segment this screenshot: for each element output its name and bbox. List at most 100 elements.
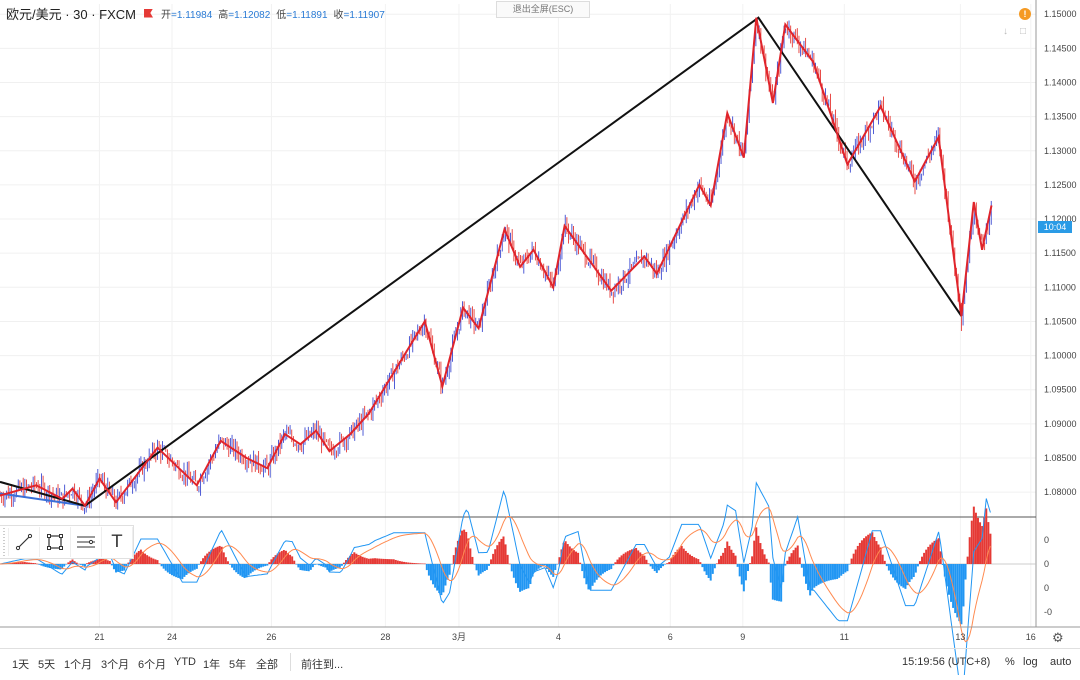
range-5y-button[interactable]: 5年 — [229, 659, 247, 671]
macd-histogram-bar — [218, 545, 221, 564]
symbol-label[interactable]: 欧元/美元 · 30 · FXCM — [6, 6, 137, 22]
arrow-down-icon[interactable]: ↓ — [1003, 26, 1008, 37]
macd-histogram-bar — [299, 564, 302, 571]
range-all-button[interactable]: 全部 — [256, 659, 278, 671]
auto-toggle[interactable]: auto — [1050, 656, 1072, 668]
macd-histogram-bar — [48, 564, 51, 568]
macd-histogram-bar — [776, 564, 778, 601]
macd-histogram-bar — [479, 564, 482, 574]
macd-histogram-bar — [575, 551, 578, 564]
macd-histogram-bar — [947, 564, 950, 595]
macd-histogram-bar — [608, 564, 611, 570]
macd-histogram-bar — [502, 536, 505, 564]
macd-histogram-bar — [715, 563, 718, 564]
macd-histogram-bar — [805, 564, 808, 584]
toolbar-grip[interactable] — [0, 528, 9, 556]
macd-histogram-bar — [543, 564, 546, 566]
macd-histogram-bar — [475, 564, 478, 571]
macd-histogram-bar — [226, 561, 229, 564]
macd-histogram-bar — [537, 564, 540, 569]
macd-histogram-bar — [115, 564, 118, 573]
macd-histogram-bar — [606, 564, 609, 572]
macd-histogram-bar — [253, 564, 256, 571]
macd-histogram-bar — [900, 564, 903, 587]
alert-icon[interactable]: ! — [1019, 8, 1031, 20]
macd-histogram-bar — [976, 517, 979, 564]
macd-histogram-bar — [305, 564, 308, 571]
range-1d-button[interactable]: 1天 — [12, 659, 30, 671]
macd-histogram-bar — [676, 549, 679, 564]
gear-icon[interactable]: ⚙ — [1052, 630, 1064, 645]
y-tick-label: 1.09000 — [1044, 419, 1077, 429]
macd-histogram-bar — [189, 564, 192, 572]
macd-histogram-bar — [342, 562, 345, 564]
macd-histogram-bar — [558, 557, 561, 564]
macd-histogram-bar — [150, 557, 153, 564]
macd-histogram-bar — [461, 530, 464, 564]
macd-histogram-bar — [148, 556, 151, 564]
macd-histogram-bar — [400, 561, 403, 564]
macd-histogram-bar — [780, 564, 783, 602]
macd-histogram-bar — [187, 564, 190, 574]
range-1m-button[interactable]: 1个月 — [64, 659, 93, 671]
y-tick-label: 1.15000 — [1044, 9, 1077, 19]
macd-histogram-bar — [979, 522, 982, 564]
range-ytd-button[interactable]: YTD — [174, 656, 196, 668]
y-tick-label: 1.09500 — [1044, 385, 1077, 395]
macd-histogram-bar — [738, 564, 741, 577]
macd-histogram-bar — [510, 564, 513, 572]
macd-histogram-bar — [135, 552, 138, 564]
macd-histogram-bar — [898, 564, 901, 585]
trend-line-icon[interactable] — [9, 527, 40, 557]
macd-histogram-bar — [210, 550, 213, 564]
macd-histogram-bar — [622, 553, 625, 564]
rectangle-icon[interactable] — [40, 527, 71, 557]
macd-histogram-bar — [601, 564, 604, 574]
macd-histogram-bar — [765, 558, 768, 564]
macd-histogram-bar — [322, 564, 325, 567]
macd-histogram-bar — [869, 533, 872, 564]
macd-histogram-bar — [270, 559, 273, 564]
macd-histogram-bar — [908, 564, 911, 582]
goto-date-button[interactable]: 前往到... — [301, 659, 344, 671]
macd-histogram-bar — [403, 561, 406, 564]
percent-toggle[interactable]: % — [1005, 656, 1015, 668]
macd-histogram-bar — [168, 564, 171, 574]
log-toggle[interactable]: log — [1023, 656, 1038, 668]
macd-histogram-bar — [427, 564, 430, 576]
range-3m-button[interactable]: 3个月 — [101, 659, 130, 671]
macd-histogram-bar — [369, 558, 372, 564]
macd-histogram-bar — [659, 564, 662, 569]
macd-histogram-bar — [610, 564, 613, 570]
range-5d-button[interactable]: 5天 — [38, 659, 56, 671]
fib-lines-icon[interactable] — [71, 527, 102, 557]
macd-histogram-bar — [409, 562, 412, 564]
range-1y-button[interactable]: 1年 — [203, 659, 221, 671]
macd-histogram-bar — [214, 547, 217, 564]
x-tick-label: 16 — [1026, 632, 1036, 642]
square-icon[interactable]: □ — [1020, 26, 1027, 37]
macd-histogram-bar — [788, 556, 791, 564]
macd-histogram-bar — [894, 564, 897, 581]
text-tool-icon[interactable]: T — [102, 527, 133, 557]
macd-histogram-bar — [297, 564, 300, 568]
range-6m-button[interactable]: 6个月 — [138, 659, 167, 671]
macd-histogram-bar — [141, 551, 144, 564]
macd-histogram-bar — [541, 564, 544, 567]
macd-histogram-bar — [651, 564, 654, 569]
macd-histogram-bar — [359, 555, 362, 564]
y-tick-label: 1.11500 — [1044, 248, 1076, 258]
macd-histogram-bar — [643, 555, 646, 564]
macd-histogram-bar — [442, 564, 445, 593]
exit-fullscreen-button[interactable]: 退出全屏(ESC) — [496, 1, 590, 18]
macd-histogram-bar — [378, 558, 381, 564]
macd-histogram-bar — [904, 564, 907, 589]
macd-histogram-bar — [291, 556, 294, 564]
macd-histogram-bar — [521, 564, 524, 591]
macd-histogram-bar — [514, 564, 517, 584]
macd-histogram-bar — [792, 550, 795, 564]
macd-histogram-bar — [313, 564, 316, 565]
macd-histogram-bar — [146, 555, 149, 564]
